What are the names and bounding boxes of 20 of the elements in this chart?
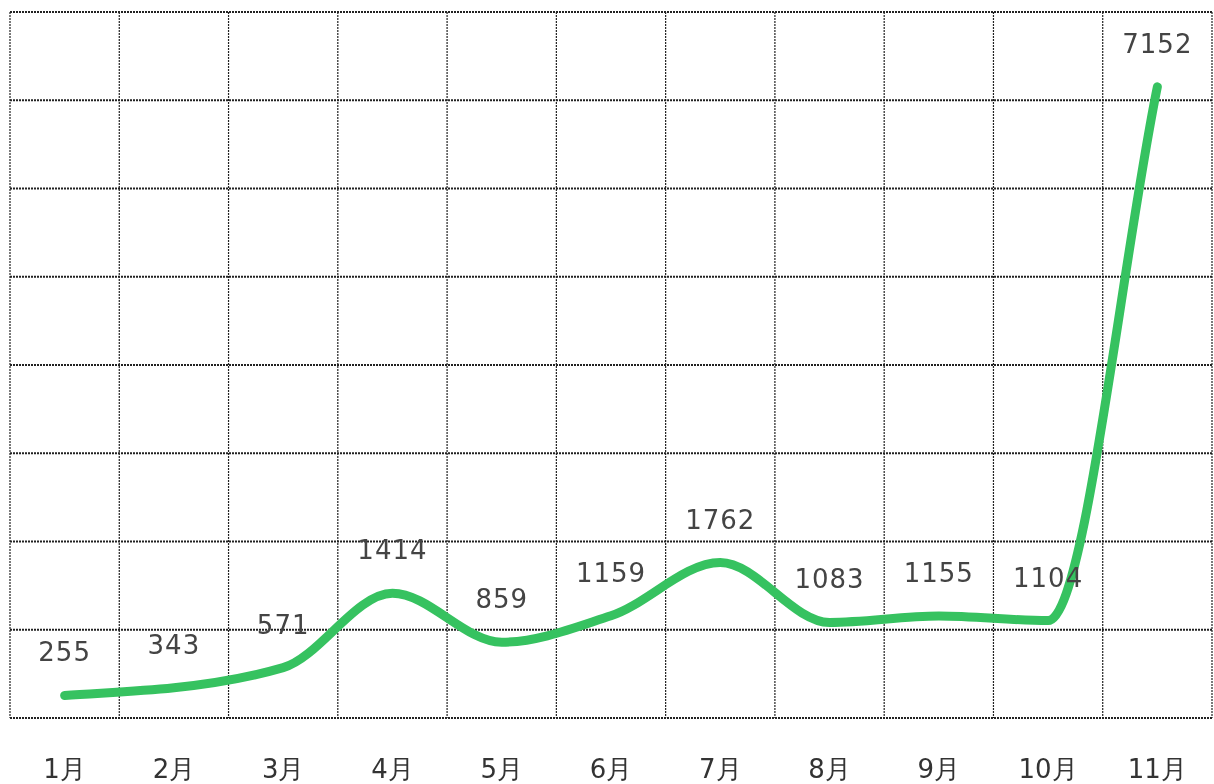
- x-tick-label: 8月: [808, 754, 851, 784]
- x-tick-label: 11月: [1127, 754, 1187, 784]
- x-tick-label: 10月: [1018, 754, 1078, 784]
- x-tick-label: 2月: [152, 754, 196, 784]
- data-label: 1155: [903, 558, 974, 589]
- data-label: 859: [475, 584, 529, 615]
- x-tick-label: 9月: [917, 754, 961, 784]
- x-tick-label: 3月: [261, 754, 305, 784]
- data-label: 343: [147, 629, 201, 660]
- data-label: 1083: [794, 564, 865, 595]
- data-label: 1159: [575, 557, 647, 588]
- data-label: 1414: [357, 535, 428, 566]
- x-tick-label: 1月: [43, 754, 86, 784]
- data-label: 255: [38, 637, 91, 668]
- x-tick-label: 4月: [371, 754, 414, 784]
- data-label: 1762: [685, 504, 756, 535]
- x-tick-label: 5月: [480, 754, 523, 784]
- x-tick-label: 6月: [589, 754, 633, 784]
- x-tick-label: 7月: [699, 754, 742, 784]
- data-label: 7152: [1122, 28, 1193, 59]
